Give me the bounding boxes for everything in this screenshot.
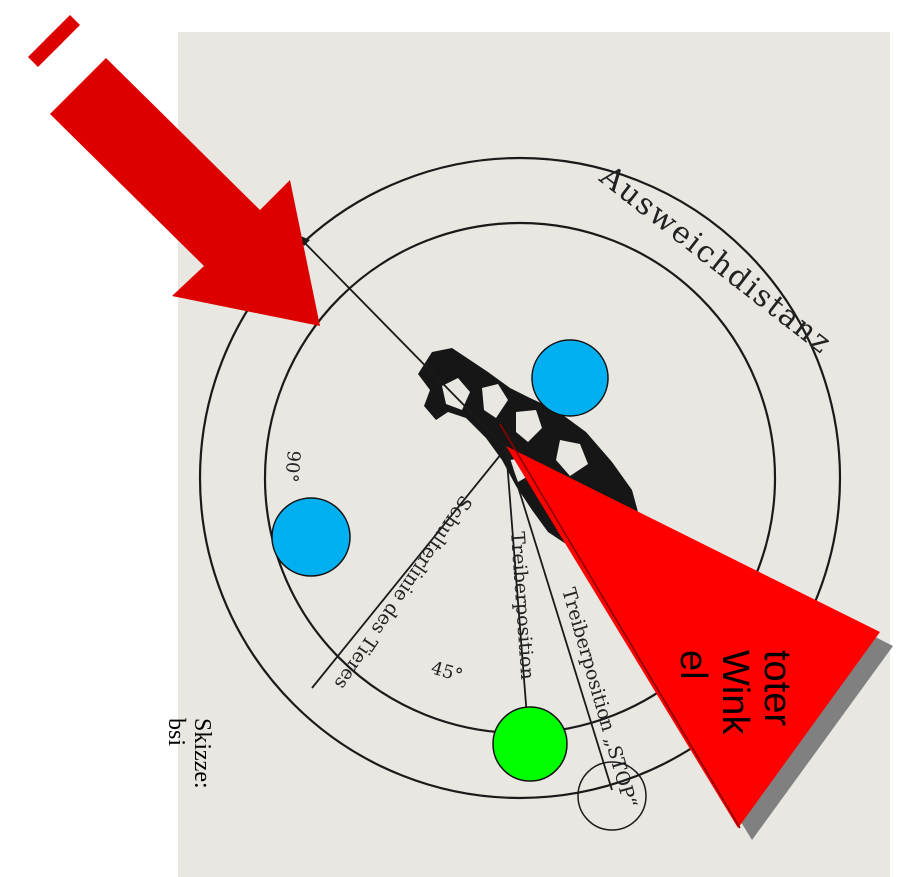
- dead-angle-label: toter Wink el: [672, 650, 798, 735]
- dead-angle-label-line-1: toter: [756, 650, 798, 726]
- sketch-credit-line-1: Skizze:: [189, 718, 215, 789]
- approach-arrow: [28, 15, 320, 326]
- green-marker: [492, 706, 568, 782]
- approach-arrow-stripe-2: [28, 32, 63, 67]
- approach-arrow-body: [50, 58, 320, 326]
- sketch-credit-line-2: bsi: [163, 718, 189, 746]
- dead-angle-label-line-3: el: [672, 650, 714, 680]
- blue-marker-top: [531, 339, 609, 417]
- blue-marker-left: [271, 497, 351, 577]
- stop-marker-circle: [577, 761, 647, 831]
- dead-angle-label-line-2: Wink: [714, 650, 756, 735]
- driver-stop-line: [505, 447, 613, 791]
- pointer-line: [299, 237, 507, 449]
- dead-angle-wedge: [506, 446, 880, 828]
- sketch-credit: Skizze: bsi: [163, 718, 215, 789]
- angle-90-label: 90°: [280, 450, 304, 484]
- shoulder-line: [311, 447, 507, 689]
- driver-position-line: [505, 447, 529, 731]
- outer-ring: [198, 156, 842, 800]
- dead-angle-edge: [499, 423, 741, 829]
